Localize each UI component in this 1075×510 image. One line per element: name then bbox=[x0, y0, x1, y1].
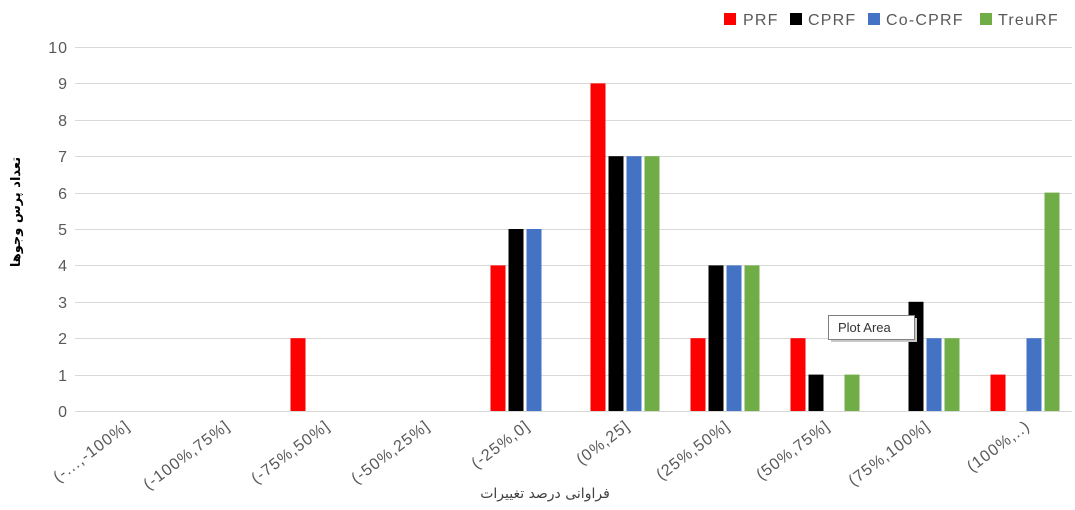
bar-treurf-7[interactable] bbox=[745, 265, 760, 411]
y-tick-label: 5 bbox=[58, 222, 68, 239]
y-tick-label: 7 bbox=[58, 149, 68, 166]
bar-prf-8[interactable] bbox=[791, 338, 806, 411]
bar-co-cprf-10[interactable] bbox=[1027, 338, 1042, 411]
bar-co-cprf-6[interactable] bbox=[627, 156, 642, 411]
y-tick-label: 1 bbox=[58, 368, 68, 385]
bar-prf-3[interactable] bbox=[291, 338, 306, 411]
bar-treurf-6[interactable] bbox=[645, 156, 660, 411]
y-tick-label: 0 bbox=[58, 404, 68, 421]
y-tick-label: 10 bbox=[48, 40, 68, 57]
x-axis-title: فراوانی درصد تغییرات bbox=[480, 486, 610, 502]
bar-treurf-8[interactable] bbox=[845, 375, 860, 411]
legend-swatch-prf bbox=[724, 13, 736, 25]
bar-co-cprf-5[interactable] bbox=[527, 229, 542, 411]
y-tick-label: 2 bbox=[58, 331, 68, 348]
bar-cprf-5[interactable] bbox=[509, 229, 524, 411]
y-tick-label: 3 bbox=[58, 295, 68, 312]
bar-prf-5[interactable] bbox=[491, 265, 506, 411]
y-tick-label: 9 bbox=[58, 76, 68, 93]
plot-area-tooltip: Plot Area bbox=[829, 316, 918, 343]
bar-treurf-10[interactable] bbox=[1045, 193, 1060, 411]
tooltip-label: Plot Area bbox=[838, 320, 892, 335]
legend-label-co-cprf: Co-CPRF bbox=[886, 12, 964, 29]
bar-cprf-8[interactable] bbox=[809, 375, 824, 411]
y-tick-label: 6 bbox=[58, 186, 68, 203]
bar-co-cprf-7[interactable] bbox=[727, 265, 742, 411]
y-tick-label: 8 bbox=[58, 113, 68, 130]
legend-label-cprf: CPRF bbox=[808, 12, 856, 29]
bar-treurf-9[interactable] bbox=[945, 338, 960, 411]
legend-label-prf: PRF bbox=[743, 12, 779, 29]
plot-area[interactable] bbox=[75, 40, 1075, 415]
bar-prf-10[interactable] bbox=[991, 375, 1006, 411]
bar-co-cprf-9[interactable] bbox=[927, 338, 942, 411]
bar-cprf-7[interactable] bbox=[709, 265, 724, 411]
bar-prf-7[interactable] bbox=[691, 338, 706, 411]
y-axis-title: تعداد پرس وجوها bbox=[9, 157, 24, 267]
bar-cprf-6[interactable] bbox=[609, 156, 624, 411]
legend-label-treurf: TreuRF bbox=[998, 12, 1059, 29]
bar-prf-6[interactable] bbox=[591, 83, 606, 411]
legend[interactable]: PRF CPRF Co-CPRF TreuRF bbox=[724, 12, 1059, 29]
legend-swatch-cprf bbox=[790, 13, 802, 25]
legend-swatch-co-cprf bbox=[868, 13, 880, 25]
legend-swatch-treurf bbox=[980, 13, 992, 25]
y-tick-label: 4 bbox=[58, 258, 68, 275]
